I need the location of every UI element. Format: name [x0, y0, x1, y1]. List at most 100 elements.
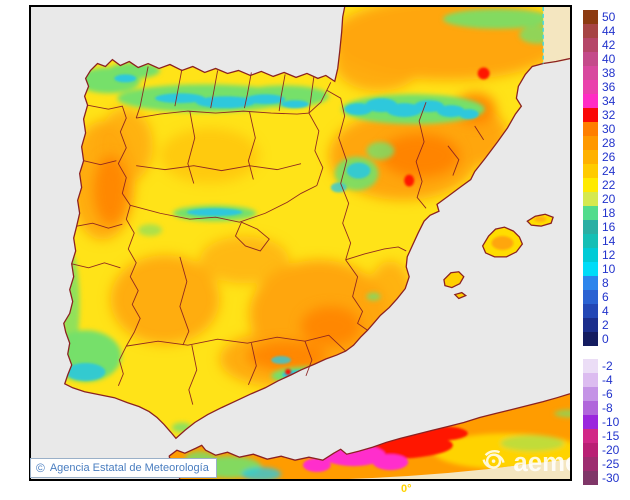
colorbar-swatch	[583, 10, 598, 24]
colorbar-label: -25	[602, 457, 620, 471]
map-frame: aemet	[29, 5, 572, 481]
colorbar-row: 24	[583, 164, 619, 178]
colorbar-swatch	[583, 80, 598, 94]
colorbar-row: 6	[583, 290, 619, 304]
colorbar-swatch	[583, 108, 598, 122]
aemet-swirl-center	[491, 459, 496, 463]
colorbar-swatch	[583, 359, 598, 373]
attribution: © Agencia Estatal de Meteorología	[30, 458, 217, 478]
colorbar-row: -25	[583, 457, 619, 471]
colorbar-label: 8	[602, 276, 609, 290]
colorbar-swatch	[583, 234, 598, 248]
colorbar-row: 0	[583, 332, 619, 346]
colorbar-label: 16	[602, 220, 616, 234]
colorbar-swatch	[583, 178, 598, 192]
colorbar-row: 26	[583, 150, 619, 164]
aemet-logo: aemet	[482, 449, 570, 477]
colorbar-label: 38	[602, 66, 616, 80]
temperature-colorbar: 50 44 42 40 38 36 34 32 30 28 26 24 22 2…	[583, 10, 619, 485]
colorbar-swatch	[583, 136, 598, 150]
colorbar-label: 26	[602, 150, 616, 164]
copyright-icon: ©	[36, 461, 45, 475]
colorbar-row: 30	[583, 122, 619, 136]
colorbar-swatch	[583, 318, 598, 332]
colorbar-swatch	[583, 429, 598, 443]
colorbar-row: 18	[583, 206, 619, 220]
colorbar-label: -6	[602, 387, 613, 401]
colorbar-swatch	[583, 248, 598, 262]
colorbar-swatch	[583, 94, 598, 108]
colorbar-label: 30	[602, 122, 616, 136]
colorbar-gap	[583, 346, 619, 359]
colorbar-label: 34	[602, 94, 616, 108]
colorbar-label: 10	[602, 262, 616, 276]
colorbar-row: -4	[583, 373, 619, 387]
colorbar-swatch	[583, 206, 598, 220]
aemet-swirl-icon	[482, 449, 505, 469]
colorbar-row: 34	[583, 94, 619, 108]
attribution-text: Agencia Estatal de Meteorología	[49, 462, 209, 474]
colorbar-row: 10	[583, 262, 619, 276]
colorbar-row: 2	[583, 318, 619, 332]
colorbar-swatch	[583, 471, 598, 485]
colorbar-swatch	[583, 66, 598, 80]
colorbar-label: 6	[602, 290, 609, 304]
colorbar-swatch	[583, 290, 598, 304]
colorbar-row: 8	[583, 276, 619, 290]
aemet-logo-text: aemet	[513, 449, 570, 477]
colorbar-label: -20	[602, 443, 620, 457]
colorbar-swatch	[583, 415, 598, 429]
colorbar-row: 42	[583, 38, 619, 52]
colorbar-swatch	[583, 332, 598, 346]
colorbar-label: 20	[602, 192, 616, 206]
colorbar-swatch	[583, 457, 598, 471]
colorbar-row: -8	[583, 401, 619, 415]
colorbar-label: 50	[602, 10, 616, 24]
colorbar-label: 44	[602, 24, 616, 38]
colorbar-row: 50	[583, 10, 619, 24]
colorbar-row: 44	[583, 24, 619, 38]
colorbar-label: 32	[602, 108, 616, 122]
colorbar-row: 16	[583, 220, 619, 234]
colorbar-label: 18	[602, 206, 616, 220]
colorbar-row: 20	[583, 192, 619, 206]
nodata-land-regions	[348, 7, 570, 479]
colorbar-swatch	[583, 304, 598, 318]
colorbar-row: 36	[583, 80, 619, 94]
colorbar-label: 4	[602, 304, 609, 318]
colorbar-label: -8	[602, 401, 613, 415]
colorbar-swatch	[583, 150, 598, 164]
colorbar-swatch	[583, 24, 598, 38]
colorbar-swatch	[583, 401, 598, 415]
colorbar-row: -10	[583, 415, 619, 429]
colorbar-row: -6	[583, 387, 619, 401]
colorbar-row: 28	[583, 136, 619, 150]
colorbar-swatch	[583, 220, 598, 234]
colorbar-label: 22	[602, 178, 616, 192]
colorbar-swatch	[583, 164, 598, 178]
colorbar-label: 14	[602, 234, 616, 248]
colorbar-row: 12	[583, 248, 619, 262]
colorbar-label: 40	[602, 52, 616, 66]
colorbar-label: 42	[602, 38, 616, 52]
colorbar-label: 0	[602, 332, 609, 346]
colorbar-swatch	[583, 262, 598, 276]
colorbar-row: -20	[583, 443, 619, 457]
colorbar-swatch	[583, 373, 598, 387]
colorbar-label: 28	[602, 136, 616, 150]
colorbar-label: -30	[602, 471, 620, 485]
colorbar-label: 12	[602, 248, 616, 262]
colorbar-label: -2	[602, 359, 613, 373]
colorbar-row: 32	[583, 108, 619, 122]
colorbar-row: 4	[583, 304, 619, 318]
colorbar-swatch	[583, 38, 598, 52]
meridian-label: 0°	[401, 483, 412, 495]
colorbar-row: 40	[583, 52, 619, 66]
colorbar-label: -10	[602, 415, 620, 429]
province-borders	[71, 66, 485, 405]
colorbar-swatch	[583, 276, 598, 290]
iberia-temperature-map: aemet	[31, 7, 570, 479]
colorbar-row: -30	[583, 471, 619, 485]
colorbar-row: -15	[583, 429, 619, 443]
